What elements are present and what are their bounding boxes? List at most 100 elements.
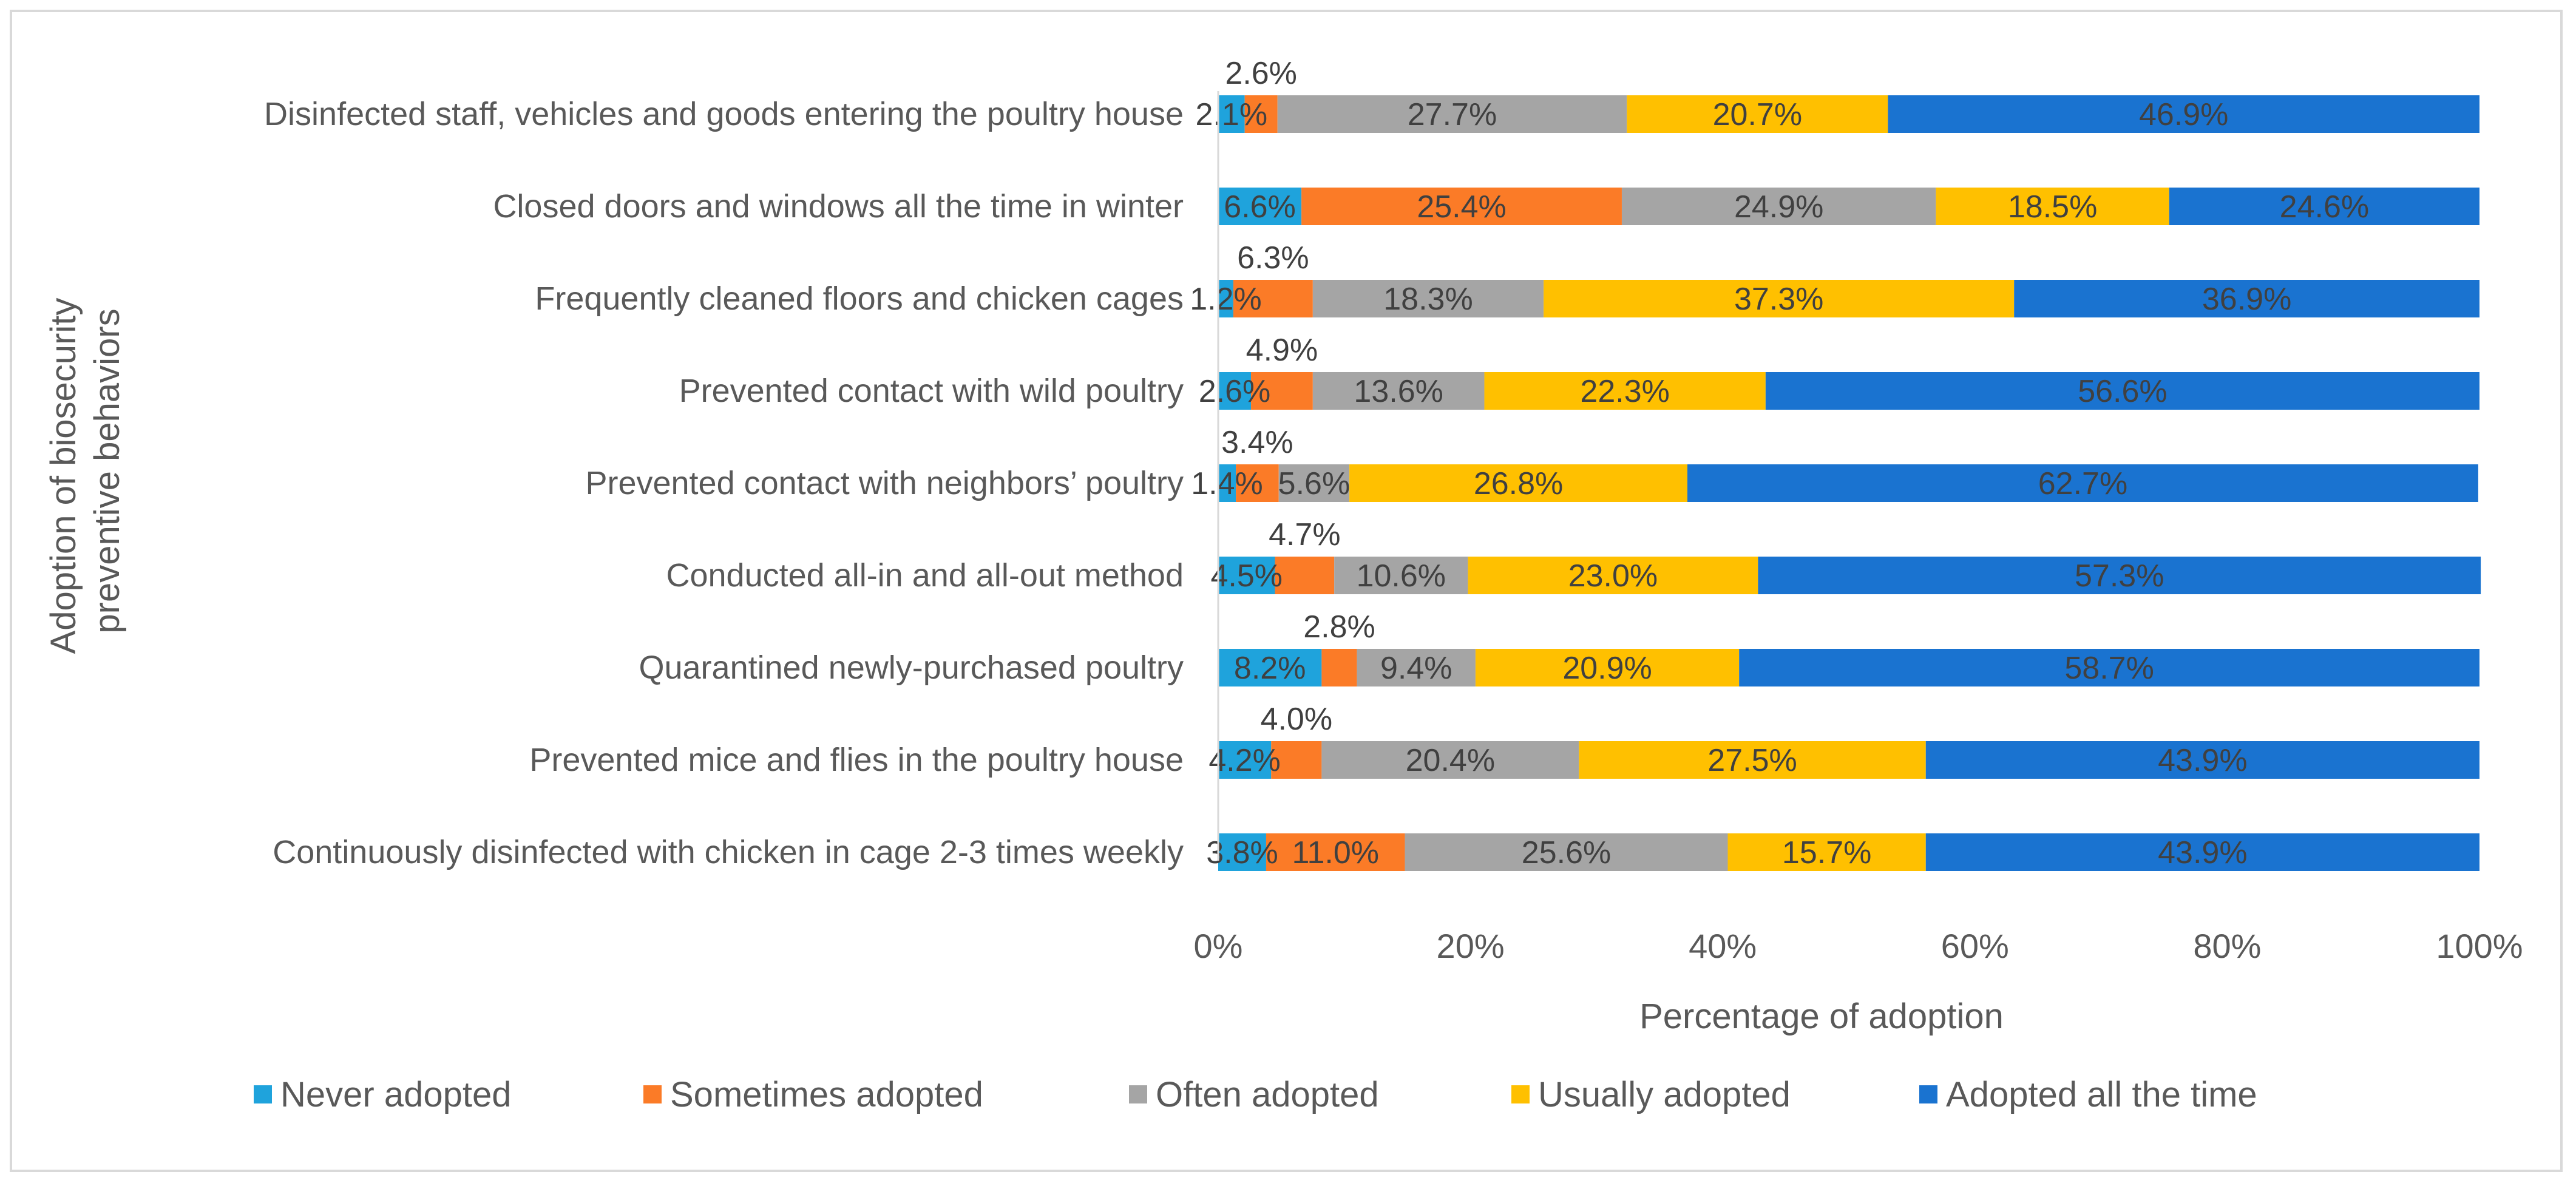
bar-segment (1278, 464, 1350, 502)
data-label: 2.6% (1199, 374, 1271, 409)
bar-segment (1579, 741, 1926, 779)
legend-label: Sometimes adopted (670, 1075, 983, 1114)
data-label: 10.6% (1357, 558, 1446, 594)
bar-segment (1544, 280, 2015, 317)
data-label: 58.7% (2064, 651, 2154, 686)
bar-segment (1312, 280, 1544, 317)
bar-segment (1251, 372, 1313, 410)
bar-segment (1627, 95, 1888, 133)
legend-swatch (254, 1085, 272, 1103)
data-label: 4.9% (1246, 333, 1318, 368)
data-label: 8.2% (1234, 651, 1306, 686)
bar-segment (1218, 741, 1272, 779)
legend-swatch (1919, 1085, 1937, 1103)
category-label: Continuously disinfected with chicken in… (273, 834, 1184, 870)
data-label: 23.0% (1568, 558, 1658, 594)
y-axis-title-line-1: Adoption of biosecurity (44, 298, 83, 654)
legend-swatch (1511, 1085, 1530, 1103)
x-tick-label: 40% (1689, 927, 1757, 965)
bar-segment (1218, 557, 1275, 594)
legend-label: Adopted all the time (1946, 1075, 2257, 1114)
data-label: 5.6% (1278, 466, 1351, 501)
data-label: 24.9% (1734, 189, 1823, 225)
data-label: 1.2% (1190, 282, 1262, 317)
bar-segment (1727, 833, 1926, 871)
bar-segment (1321, 741, 1579, 779)
category-label: Prevented contact with wild poultry (679, 373, 1184, 409)
bar-segment (1468, 557, 1758, 594)
bar-segment (1321, 649, 1357, 686)
x-tick-label: 20% (1437, 927, 1505, 965)
bar-segment (1218, 188, 1302, 225)
data-label: 3.4% (1221, 425, 1293, 460)
data-label: 18.5% (2008, 189, 2097, 225)
data-label: 2.1% (1196, 97, 1268, 132)
bar-segment (1233, 280, 1313, 317)
bar-segment (2169, 188, 2479, 225)
data-label: 43.9% (2158, 743, 2247, 778)
bar-segment (1925, 741, 2479, 779)
bar-segment (1484, 372, 1766, 410)
data-label: 13.6% (1354, 374, 1443, 409)
bar-segment (1739, 649, 2479, 686)
bar-segment (1475, 649, 1740, 686)
data-label: 4.2% (1208, 743, 1281, 778)
x-axis-title: Percentage of adoption (1639, 997, 2004, 1036)
x-tick-label: 100% (2436, 927, 2523, 965)
bar-segment (1271, 741, 1322, 779)
data-label: 56.6% (2078, 374, 2167, 409)
category-label: Prevented contact with neighbors’ poultr… (585, 465, 1184, 501)
data-label: 3.8% (1206, 835, 1278, 870)
category-label: Quarantined newly-purchased poultry (639, 649, 1184, 686)
data-label: 11.0% (1292, 835, 1379, 870)
bar-segment (1621, 188, 1936, 225)
x-tick-label: 80% (2193, 927, 2261, 965)
legend-swatch (1129, 1085, 1147, 1103)
data-label: 4.0% (1261, 702, 1333, 737)
bar-segment (1218, 280, 1233, 317)
y-axis-title: Adoption of biosecurity preventive behav… (44, 288, 127, 654)
bar-segment (1687, 464, 2478, 502)
category-labels: Disinfected staff, vehicles and goods en… (264, 96, 1184, 870)
category-label: Prevented mice and flies in the poultry … (529, 742, 1184, 778)
bar-segment (1758, 557, 2481, 594)
bar-segment (1266, 833, 1405, 871)
bar-segment (1277, 95, 1627, 133)
data-label: 26.8% (1474, 466, 1563, 501)
bar-segment (1218, 649, 1322, 686)
data-label: 43.9% (2158, 835, 2247, 870)
data-label: 15.7% (1782, 835, 1871, 870)
legend-label: Often adopted (1156, 1075, 1379, 1114)
bar-segment (1244, 95, 1278, 133)
bar-segment (1275, 557, 1335, 594)
data-label: 27.5% (1707, 743, 1797, 778)
data-label: 57.3% (2075, 558, 2164, 594)
data-label: 9.4% (1380, 651, 1452, 686)
bar-segment (1236, 464, 1279, 502)
data-label: 18.3% (1383, 282, 1473, 317)
data-label: 24.6% (2280, 189, 2369, 225)
data-label: 20.7% (1713, 97, 1802, 132)
bar-segment (1334, 557, 1468, 594)
legend-label: Never adopted (280, 1075, 511, 1114)
data-label: 27.7% (1408, 97, 1497, 132)
bar-segment (2014, 280, 2479, 317)
data-label: 25.6% (1522, 835, 1611, 870)
bar-segment (1888, 95, 2479, 133)
data-label: 2.6% (1225, 56, 1297, 91)
legend-swatch (643, 1085, 662, 1103)
bar-segment (1349, 464, 1688, 502)
data-label: 46.9% (2139, 97, 2228, 132)
data-label: 36.9% (2202, 282, 2291, 317)
data-label: 37.3% (1734, 282, 1823, 317)
bar-segment (1218, 833, 1266, 871)
category-label: Frequently cleaned floors and chicken ca… (535, 280, 1184, 317)
bar-segment (1405, 833, 1728, 871)
data-label: 4.7% (1269, 517, 1341, 552)
bar-segment (1765, 372, 2479, 410)
data-label: 25.4% (1417, 189, 1506, 225)
legend-label: Usually adopted (1538, 1075, 1791, 1114)
bar-segment (1218, 95, 1245, 133)
data-labels-layer: 2.1% 2.6% 27.7% 20.7% 46.9% 6.6% 25.4% 24.9% 18.… (1190, 56, 2369, 870)
bar-segment (1301, 188, 1622, 225)
